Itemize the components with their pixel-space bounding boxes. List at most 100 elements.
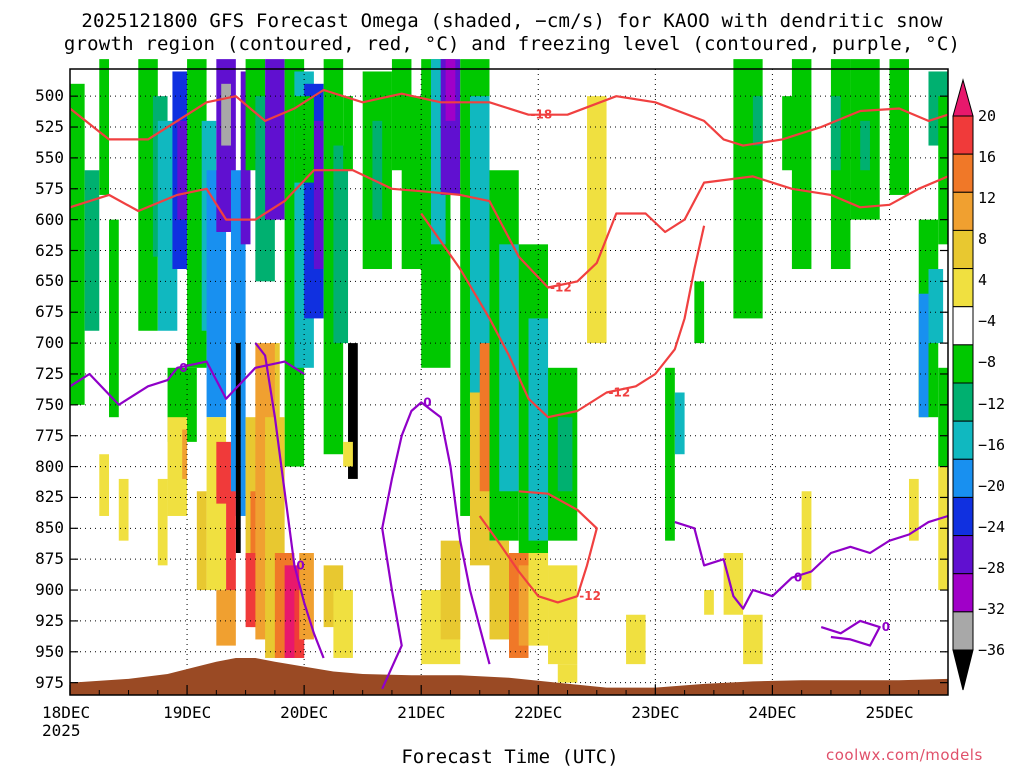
omega-shade-cell	[860, 120, 870, 171]
x-tick-year-label: 2025	[42, 721, 81, 740]
x-tick-label: 24DEC	[748, 703, 797, 722]
omega-shade-cell	[226, 491, 236, 591]
omega-shade-cell	[752, 96, 763, 146]
omega-shade-cell	[157, 478, 168, 566]
omega-shade-cell	[587, 96, 607, 344]
omega-shade-cell	[704, 590, 714, 615]
colorbar-label: −32	[978, 599, 1006, 618]
colorbar-bin	[952, 115, 974, 155]
omega-shade-cell	[499, 244, 519, 492]
omega-shade-cell	[216, 590, 236, 646]
omega-shade-cell	[299, 553, 314, 640]
omega-shade-cell	[665, 367, 675, 541]
colorbar-bin	[952, 535, 974, 575]
colorbar-label: −8	[978, 353, 997, 372]
y-tick-label: 675	[35, 302, 64, 322]
source-credit: coolwx.com/models	[826, 746, 983, 764]
y-tick-label: 700	[35, 333, 64, 353]
freezing-contour-label: 0	[423, 395, 431, 409]
omega-shade-cell	[938, 96, 948, 245]
freezing-contour-line	[381, 401, 491, 690]
x-tick-label: 25DEC	[865, 703, 914, 722]
omega-shade-cell	[348, 343, 358, 479]
omega-shade-cell	[674, 392, 685, 455]
colorbar-label: −36	[978, 641, 1006, 659]
colorbar-bin	[952, 573, 974, 613]
colorbar-extend-top	[952, 78, 974, 117]
colorbar-bin	[952, 382, 974, 422]
omega-shade-cell	[196, 491, 207, 591]
omega-shade-cell	[221, 83, 231, 146]
freezing-contour-line	[820, 619, 881, 647]
y-tick-label: 500	[35, 86, 64, 106]
omega-shade-cell	[791, 59, 812, 270]
x-tick-label: 20DEC	[280, 703, 329, 722]
omega-shade-cell	[216, 441, 231, 504]
terrain-surface	[70, 658, 948, 695]
omega-shade-cell	[343, 441, 353, 467]
colorbar-label: −20	[978, 476, 1006, 495]
colorbar-bin	[952, 611, 974, 651]
omega-shade-cell	[830, 96, 841, 171]
y-tick-label: 575	[35, 178, 64, 198]
colorbar-label: 20	[978, 107, 997, 125]
omega-shade-cell	[928, 269, 944, 344]
freezing-contour-line	[674, 514, 949, 610]
colorbar	[952, 78, 974, 691]
omega-shade-cell	[548, 565, 578, 665]
dendritic-contour-label: -12	[609, 385, 631, 399]
y-tick-label: 925	[35, 610, 64, 630]
chart-title-line-2: growth region (contoured, red, °C) and f…	[63, 33, 961, 55]
y-tick-label: 750	[35, 394, 64, 414]
x-axis-title: Forecast Time (UTC)	[401, 746, 619, 768]
omega-shade-cell	[109, 219, 119, 418]
freezing-contour-line	[254, 342, 325, 659]
dendritic-contour-label: -18	[531, 108, 553, 122]
omega-shade-cell	[801, 491, 812, 591]
colorbar-label: 4	[978, 271, 988, 290]
omega-shade-cell	[99, 59, 110, 195]
omega-shade-cell	[182, 429, 188, 479]
omega-shade-cell	[84, 170, 100, 331]
omega-shade-cell	[333, 590, 353, 658]
y-tick-label: 900	[35, 580, 64, 600]
freezing-contour-label: 0	[179, 361, 187, 375]
colorbar-bin	[952, 420, 974, 460]
colorbar-label: −12	[978, 394, 1006, 413]
omega-shade-cell	[626, 614, 646, 665]
colorbar-label: −28	[978, 558, 1006, 577]
colorbar-bin	[952, 268, 974, 308]
colorbar-bin	[952, 306, 974, 346]
colorbar-label: 16	[978, 148, 997, 167]
dendritic-contour-line	[69, 169, 949, 289]
omega-shade-cell	[518, 565, 529, 646]
chart-title-line-1: 2025121800 GFS Forecast Omega (shaded, −…	[81, 10, 943, 32]
colorbar-label: 8	[978, 230, 988, 249]
y-tick-label: 775	[35, 425, 64, 445]
freezing-contour-label: 0	[882, 620, 890, 634]
omega-shade-cell	[445, 59, 456, 121]
omega-shade-cell	[479, 343, 490, 492]
omega-shade-cell	[343, 96, 353, 171]
colorbar-extend-bottom	[952, 649, 974, 691]
omega-shade-cell	[918, 293, 929, 418]
colorbar-label: −24	[978, 517, 1006, 536]
omega-shade-cell	[723, 553, 744, 615]
freezing-contour-label: 0	[296, 558, 304, 572]
omega-shade-cell	[557, 664, 578, 683]
y-tick-label: 600	[35, 209, 64, 229]
omega-shade-cell	[265, 59, 285, 220]
freezing-contour-line	[69, 360, 305, 406]
omega-shade-cell	[333, 145, 349, 344]
omega-shade-cell	[469, 96, 490, 418]
omega-shade-cell	[372, 120, 383, 220]
omega-shading	[70, 59, 948, 683]
colorbar-label: −4	[978, 312, 997, 331]
y-tick-label: 725	[35, 363, 64, 383]
colorbar-label: 12	[978, 189, 997, 208]
omega-shade-cell	[70, 83, 85, 405]
omega-shade-cell	[313, 120, 324, 270]
y-tick-label: 550	[35, 147, 64, 167]
y-tick-label: 875	[35, 549, 64, 569]
